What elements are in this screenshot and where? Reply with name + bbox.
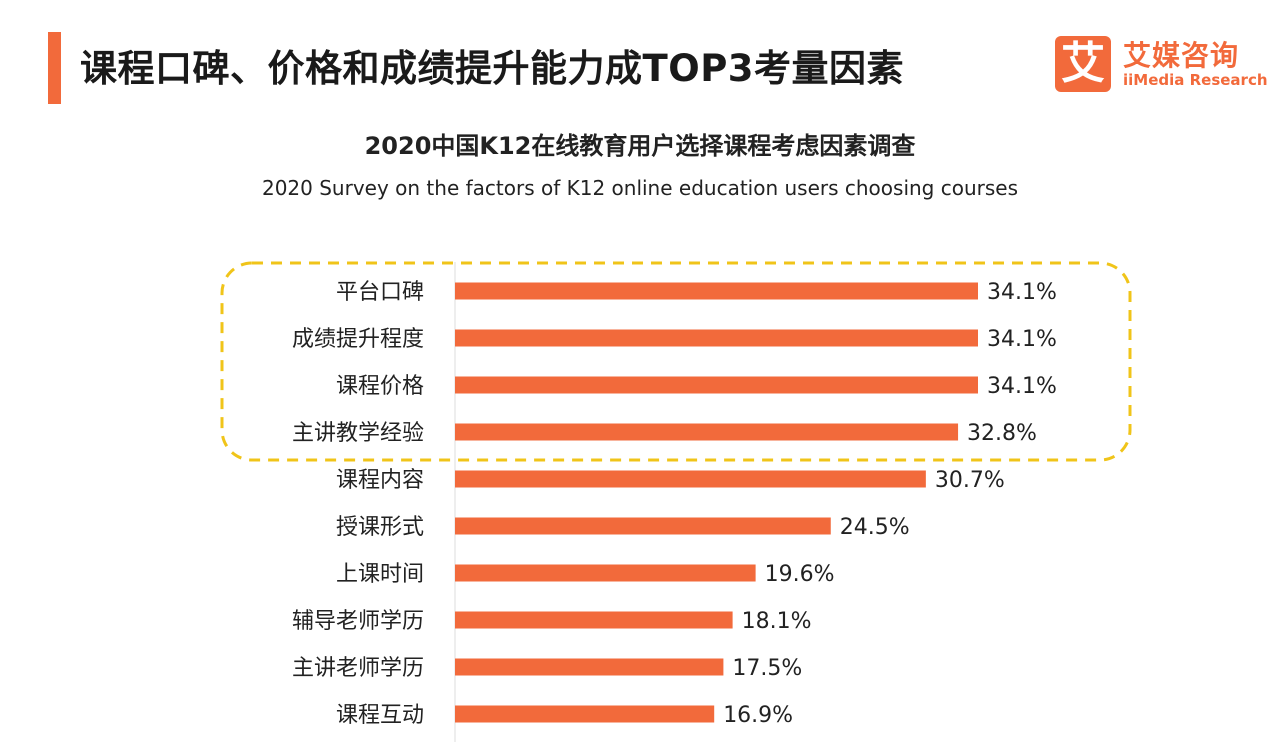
bar (455, 564, 756, 582)
category-label: 成绩提升程度 (292, 327, 424, 352)
chart-title: 2020中国K12在线教育用户选择课程考虑因素调查 (364, 132, 916, 160)
category-label: 课程互动 (336, 703, 424, 728)
value-label: 19.6% (765, 562, 835, 587)
value-label: 16.9% (723, 703, 793, 728)
value-label: 30.7% (935, 468, 1005, 493)
category-label: 主讲老师学历 (292, 656, 424, 681)
logo-name-cn: 艾媒咨询 (1123, 39, 1240, 72)
bar (455, 517, 831, 535)
iimedia-logo: 艾 艾媒咨询 iiMedia Research (1055, 36, 1268, 98)
bar (455, 282, 978, 300)
value-label: 24.5% (840, 515, 910, 540)
bar (455, 329, 978, 347)
value-label: 34.1% (987, 280, 1057, 305)
bar (455, 658, 724, 676)
bar (455, 611, 733, 629)
value-label: 34.1% (987, 374, 1057, 399)
bar (455, 376, 978, 394)
value-label: 34.1% (987, 327, 1057, 352)
category-label: 上课时间 (336, 562, 424, 587)
value-label: 32.8% (967, 421, 1037, 446)
category-label: 课程价格 (336, 374, 424, 399)
logo-name-en: iiMedia Research (1123, 71, 1268, 89)
page-title: 课程口碑、价格和成绩提升能力成TOP3考量因素 (80, 47, 905, 90)
category-label: 主讲教学经验 (292, 421, 424, 446)
category-label: 课程内容 (336, 468, 424, 493)
chart-subtitle: 2020 Survey on the factors of K12 online… (261, 176, 1019, 200)
bar (455, 470, 926, 488)
bar (455, 705, 715, 723)
value-label: 17.5% (732, 656, 802, 681)
category-label: 授课形式 (336, 515, 424, 540)
bar (455, 423, 959, 441)
title-accent-bar (48, 32, 61, 104)
highlight-box (220, 261, 1132, 462)
category-label: 辅导老师学历 (292, 609, 424, 634)
value-label: 18.1% (742, 609, 812, 634)
logo-mark-icon: 艾 (1055, 36, 1111, 92)
category-label: 平台口碑 (336, 280, 424, 305)
